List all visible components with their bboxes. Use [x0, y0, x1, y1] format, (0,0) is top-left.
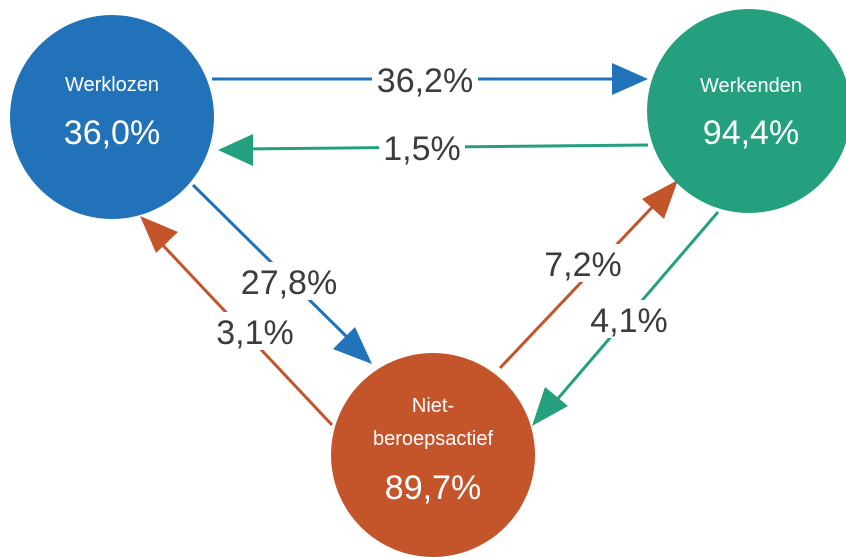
arrowhead-werklozen-to-werkenden: [612, 63, 648, 95]
label-backing-7-2: [540, 244, 626, 282]
node-niet-beroepsactief-value: 89,7%: [385, 469, 481, 507]
arrowhead-niet-to-werklozen: [140, 216, 178, 253]
flow-line-niet-to-werkenden: [498, 200, 659, 370]
node-niet-beroepsactief-name-line1: Niet-: [412, 395, 454, 417]
flow-label-werklozen-to-werkenden: 36,2%: [377, 62, 473, 100]
node-werkenden: Werkenden 94,4%: [647, 9, 846, 213]
arrowhead-niet-to-werkenden: [642, 180, 678, 219]
label-backing-1-5: [379, 128, 465, 166]
node-werkenden-circle: [647, 9, 846, 213]
flow-label-werkenden-to-werklozen: 1,5%: [383, 130, 461, 168]
node-niet-beroepsactief-name-line2: beroepsactief: [373, 428, 494, 450]
node-werkenden-value: 94,4%: [703, 114, 799, 152]
flow-label-group: 36,2% 1,5% 27,8% 3,1% 7,2% 4,1%: [212, 60, 672, 352]
node-werkenden-name: Werkenden: [700, 75, 802, 97]
arrowhead-werkenden-to-niet: [532, 387, 568, 426]
label-backing-36-2: [372, 60, 478, 98]
flow-label-werklozen-to-niet: 27,8%: [241, 264, 337, 302]
flow-label-werkenden-to-niet: 4,1%: [590, 302, 668, 340]
node-werklozen-circle: [10, 15, 214, 219]
node-niet-beroepsactief: Niet- beroepsactief 89,7%: [331, 353, 535, 557]
node-werklozen: Werklozen 36,0%: [10, 15, 214, 219]
label-backing-3-1: [212, 312, 298, 350]
node-werklozen-name: Werklozen: [65, 74, 159, 96]
node-werklozen-value: 36,0%: [64, 114, 160, 152]
flow-niet-to-werkenden: [498, 180, 678, 370]
label-backing-4-1: [586, 300, 672, 338]
arrowhead-werkenden-to-werklozen: [218, 134, 253, 166]
node-niet-beroepsactief-circle: [331, 353, 535, 557]
flow-label-niet-to-werklozen: 3,1%: [216, 314, 294, 352]
label-backing-27-8: [236, 262, 342, 300]
arrowhead-werklozen-to-niet: [333, 327, 372, 364]
flow-label-niet-to-werkenden: 7,2%: [544, 246, 622, 284]
